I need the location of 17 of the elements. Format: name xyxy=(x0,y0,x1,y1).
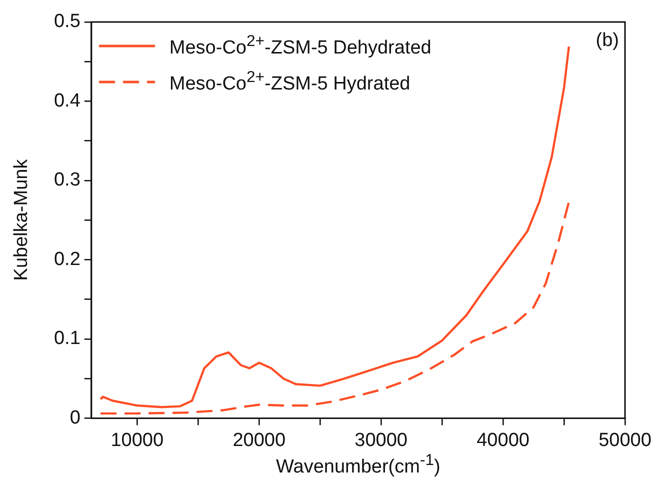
x-axis-title: Wavenumber(cm$^{-1}$) xyxy=(276,452,440,479)
x-tick-label: 50000 xyxy=(598,430,652,451)
y-axis-title: Kubelka-Munk xyxy=(11,159,33,281)
annotation: (b) xyxy=(596,30,619,52)
y-tick-label: 0.4 xyxy=(54,90,81,112)
x-tick-label: 20000 xyxy=(232,430,286,451)
line-series xyxy=(99,200,570,415)
x-tick-label: 40000 xyxy=(476,430,530,451)
y-tick-label: 0.3 xyxy=(54,170,80,191)
x-tick-label: 10000 xyxy=(110,430,164,451)
y-tick-label: 0.1 xyxy=(54,328,80,350)
x-tick-label: 30000 xyxy=(354,430,408,451)
legend-label: Meso-Co$^{2+}$-ZSM-5 Dehydrated xyxy=(169,32,432,60)
y-tick-label: 0.5 xyxy=(54,11,80,32)
legend-label: Meso-Co$^{2+}$-ZSM-5 Hydrated xyxy=(169,68,410,96)
y-tick-label: 0.2 xyxy=(54,248,80,270)
y-tick-label: 0 xyxy=(70,407,80,428)
